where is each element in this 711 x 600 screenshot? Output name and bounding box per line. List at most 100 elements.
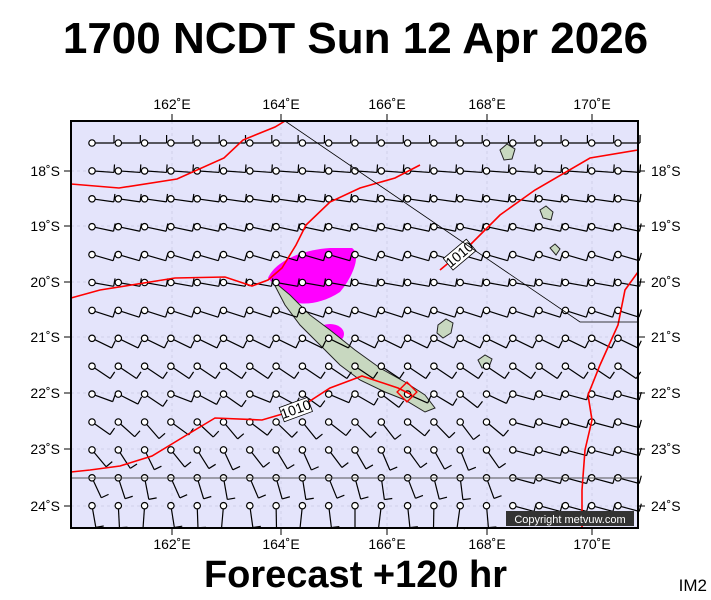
wind-barb (219, 278, 248, 287)
wind-barb (456, 135, 483, 147)
wind-barb (614, 135, 641, 147)
northern-island (499, 143, 516, 161)
wind-barb (430, 390, 458, 406)
wind-barb (193, 446, 216, 470)
wind-barb (140, 446, 162, 471)
wind-barb (219, 164, 247, 175)
wind-barb (140, 306, 169, 318)
wind-barb (430, 135, 457, 147)
wind-barb (114, 164, 142, 175)
wind-barb (114, 418, 141, 438)
wind-barb (88, 135, 115, 147)
isobar-line (581, 271, 639, 528)
wind-barb (246, 362, 274, 379)
wind-barb (246, 334, 274, 349)
lon-label: 166˚E (368, 536, 405, 552)
wind-barb (377, 390, 405, 408)
wind-barb (140, 193, 169, 203)
wind-barb (377, 446, 398, 471)
wind-barb (456, 334, 485, 349)
wind-barb (272, 362, 300, 379)
wind-barb (430, 222, 458, 232)
lat-label: 18˚S (30, 163, 60, 179)
wind-barb (377, 164, 405, 175)
wind-barb (167, 334, 195, 349)
wind-barb (614, 250, 642, 262)
wind-barb (403, 446, 428, 469)
lat-label: 24˚S (30, 498, 60, 514)
wind-barb (324, 446, 349, 468)
wind-barb (272, 418, 298, 438)
lat-label: 20˚S (651, 274, 681, 290)
wind-barb (535, 164, 563, 175)
wind-barb (246, 306, 274, 318)
wind-barb (561, 250, 590, 262)
wind-barb (167, 135, 194, 147)
wind-barb (114, 446, 138, 469)
wind-barb (114, 135, 141, 147)
wind-barb (430, 334, 458, 349)
wind-barb (88, 362, 116, 379)
wind-barb (298, 306, 327, 318)
wind-barb (456, 446, 477, 471)
wind-barb (535, 334, 563, 349)
wind-barb (430, 278, 458, 287)
lat-label: 20˚S (30, 274, 60, 290)
wind-barb (88, 334, 116, 349)
wind-barb (561, 278, 590, 287)
wind-barb (298, 418, 323, 440)
wind-barb (351, 418, 377, 438)
wind-barb (140, 418, 166, 440)
wind-barb (351, 250, 379, 262)
image-code: IM2 (678, 576, 707, 595)
wind-barb (561, 222, 590, 232)
wind-barb (351, 278, 379, 287)
wind-barb (403, 193, 432, 203)
wind-barb (456, 390, 483, 409)
lat-label: 23˚S (30, 441, 60, 457)
wind-barb (140, 250, 169, 262)
wind-barb (351, 306, 379, 318)
wind-barb (587, 362, 615, 379)
lat-label: 22˚S (651, 385, 681, 401)
lat-label: 19˚S (651, 218, 681, 234)
wind-barb (403, 334, 432, 349)
wind-barb (587, 390, 616, 401)
wind-barb (377, 334, 406, 349)
wind-barb (140, 135, 168, 147)
wind-barb (351, 135, 378, 147)
wind-barb (614, 362, 642, 379)
wind-barb (324, 278, 353, 287)
wind-barb (219, 193, 247, 203)
wind-barb (508, 306, 537, 318)
wind-barb (246, 390, 274, 403)
wind-barb (351, 362, 379, 379)
wind-barb (246, 501, 261, 529)
wind-barb (167, 250, 195, 262)
wind-barb (377, 135, 404, 147)
wind-barb (193, 278, 221, 287)
wind-barb (88, 306, 116, 318)
wind-barb (246, 446, 271, 468)
wind-barb (587, 135, 615, 147)
lon-label: 168˚E (468, 96, 505, 112)
wind-barb (298, 250, 327, 262)
lon-label: 164˚E (262, 536, 299, 552)
wind-barb (403, 306, 432, 318)
wind-barb (561, 193, 589, 203)
wind-barb (219, 306, 248, 318)
wind-barb (587, 501, 616, 512)
wind-barb (535, 306, 564, 318)
wind-barb (114, 306, 143, 318)
wind-barb (167, 193, 195, 203)
wind-barb (508, 222, 537, 232)
wind-barb (587, 306, 616, 318)
wind-barb (508, 278, 537, 287)
wind-barb (456, 306, 485, 318)
wind-barb (88, 390, 116, 403)
wind-barb (298, 446, 319, 471)
wind-barb (193, 135, 220, 147)
wind-barb (351, 501, 363, 529)
wind-barb (193, 362, 221, 379)
wind-barb (456, 418, 481, 441)
